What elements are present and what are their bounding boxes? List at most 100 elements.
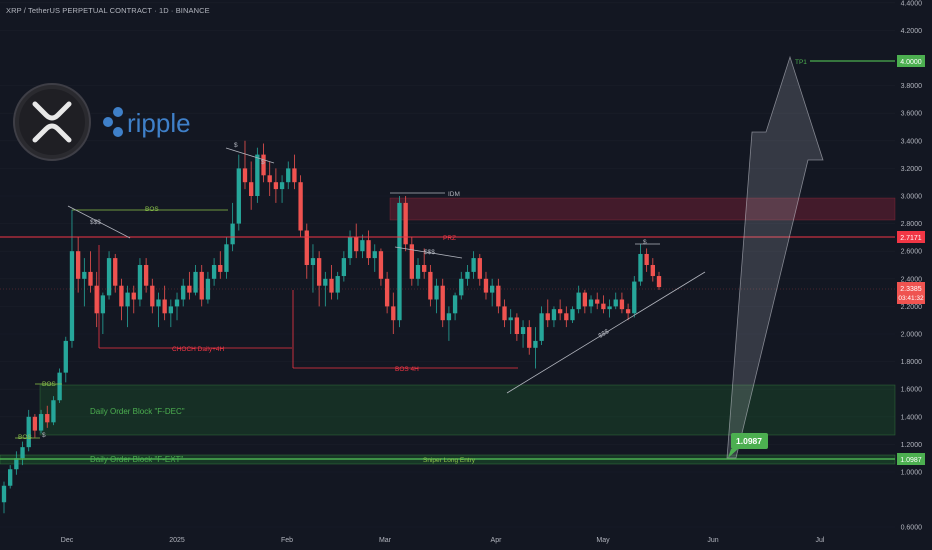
candle-body (403, 202, 408, 245)
time-label: Mar (379, 537, 392, 544)
candle-body (422, 265, 427, 272)
candle-body (75, 251, 81, 279)
price-tick: 3.6000 (901, 111, 923, 118)
candle-body (644, 253, 649, 265)
order-block-fdec (39, 384, 896, 436)
candle-body (347, 237, 353, 259)
candle-body (613, 299, 618, 307)
candle-body (8, 469, 13, 486)
candle-body (125, 292, 130, 307)
candle-body (564, 313, 569, 321)
s3-label: $ (643, 239, 647, 246)
price-tick: 2.0000 (901, 332, 923, 339)
price-tick: 3.2000 (901, 166, 923, 173)
s1-label: $ (234, 142, 238, 149)
candle-body (588, 299, 594, 307)
price-axis[interactable]: 4.4000 4.2000 3.8000 3.6000 3.4000 3.2000 3.00… (901, 0, 923, 531)
price-tick: 1.4000 (901, 414, 923, 421)
prz-label: PRZ (443, 235, 456, 242)
candle-body (45, 414, 50, 423)
candle-body (595, 299, 600, 304)
idm-label: IDM (448, 191, 460, 198)
price-tick: 2.6000 (901, 249, 923, 256)
time-label: Apr (491, 537, 503, 544)
candle-body (279, 182, 285, 190)
candle-body (415, 265, 421, 279)
candle-body (82, 271, 87, 279)
price-tick: 4.2000 (901, 28, 923, 35)
s4-label: $ (42, 432, 46, 439)
ripple-wordmark: ripple (103, 107, 191, 138)
candle-body (137, 265, 143, 300)
chart-title: XRP / TetherUS PERPETUAL CONTRACT · 1D ·… (6, 6, 210, 15)
liq-top-line (225, 147, 275, 164)
candle-body (607, 306, 612, 310)
liq1-line (67, 205, 131, 239)
candle-body (452, 295, 458, 314)
price-tick: 3.8000 (901, 83, 923, 90)
candle-body (1, 485, 7, 503)
candle-body (156, 299, 161, 307)
ripple-brand-text: ripple (127, 108, 191, 138)
ob-fdec-label: Daily Order Block "F-DEC" (90, 407, 185, 416)
candles (1, 140, 662, 514)
price-tick: 1.2000 (901, 442, 923, 449)
candle-body (557, 309, 563, 314)
candle-body (508, 317, 513, 321)
candle-body (391, 306, 396, 321)
candle-body (242, 168, 248, 183)
candle-body (249, 182, 254, 196)
liq2-line (394, 246, 463, 259)
time-label: May (596, 537, 610, 544)
liq2-label: $$$ (424, 249, 435, 256)
tp1-axis-badge: 4.0000 (897, 55, 925, 67)
candle-body (378, 251, 384, 279)
current-price-badge: 2.3385 03:41:32 (897, 282, 925, 304)
time-axis[interactable]: Dec 2025 Feb Mar Apr May Jun Jul (61, 537, 825, 544)
candle-body (261, 154, 266, 176)
candle-body (119, 285, 124, 307)
candle-body (483, 278, 489, 293)
candle-body (341, 258, 347, 277)
candle-body (514, 317, 520, 334)
candle-body (650, 265, 655, 277)
candle-body (224, 244, 229, 272)
svg-text:1.0987: 1.0987 (736, 436, 762, 446)
candle-body (329, 278, 334, 293)
candle-body (14, 458, 19, 470)
candle-body (582, 292, 588, 307)
choch-label: CHOCH Daily+4H (172, 346, 224, 353)
candle-body (632, 281, 637, 314)
time-label: 2025 (169, 537, 185, 544)
price-tick: 3.4000 (901, 138, 923, 145)
candle-body (527, 327, 532, 348)
candle-body (477, 258, 482, 279)
candle-body (625, 309, 631, 314)
sniper-label: Sniper Long Entry (423, 457, 476, 464)
candle-body (88, 271, 93, 286)
prz-axis-badge: 2.7171 (897, 231, 925, 243)
candle-body (255, 154, 260, 196)
candle-body (323, 278, 328, 286)
price-tick: 0.6000 (901, 525, 923, 532)
candle-body (409, 244, 414, 279)
price-tick: 2.8000 (901, 221, 923, 228)
candle-body (292, 168, 297, 183)
trendline (506, 271, 706, 394)
candle-body (434, 285, 439, 300)
candle-body (162, 299, 167, 314)
svg-text:1.0987: 1.0987 (900, 457, 922, 464)
svg-text:2.7171: 2.7171 (900, 235, 922, 242)
liq1-label: $$$ (90, 219, 101, 226)
time-label: Jul (816, 537, 825, 544)
candle-body (366, 240, 371, 259)
candle-body (570, 309, 575, 321)
candle-body (446, 313, 452, 321)
price-tick: 1.6000 (901, 387, 923, 394)
candle-body (551, 309, 557, 321)
candle-body (63, 340, 68, 373)
candle-body (496, 285, 501, 307)
candle-body (94, 285, 99, 314)
candle-body (310, 258, 316, 265)
